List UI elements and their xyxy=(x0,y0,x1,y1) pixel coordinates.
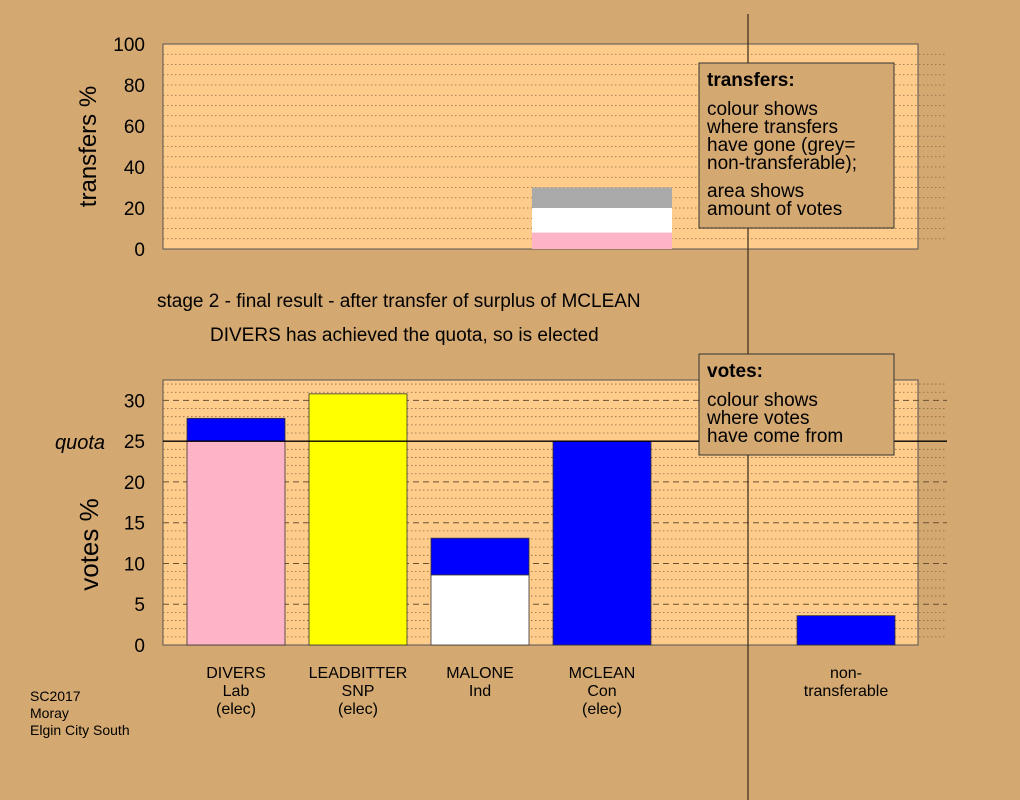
votes-y-axis-label: votes % xyxy=(74,498,104,591)
votes-bars xyxy=(186,393,896,646)
transfers-y-axis-label: transfers % xyxy=(75,86,102,207)
votes-y-tick-label: 0 xyxy=(134,636,145,657)
legend-title: votes: xyxy=(707,361,763,382)
transfer-segment xyxy=(532,232,672,249)
quota-label: quota xyxy=(55,432,105,454)
candidate-label: MALONE xyxy=(446,665,514,682)
stage-headline: stage 2 - final result - after transfer … xyxy=(157,291,641,312)
votes-y-axis: 0 5 10 15 20 25 30 xyxy=(124,391,145,657)
vote-bar-segment xyxy=(186,417,286,442)
vote-bar-segment xyxy=(308,393,408,646)
transfer-segment xyxy=(532,187,672,208)
transfers-y-tick-label: 80 xyxy=(124,76,145,97)
candidate-label: transferable xyxy=(804,683,889,700)
transfers-y-tick-label: 100 xyxy=(113,35,145,56)
legend-title: transfers: xyxy=(707,70,795,91)
candidate-label: (elec) xyxy=(216,701,256,718)
legend-box xyxy=(698,353,895,456)
transfers-y-axis: 0 20 40 60 80 100 xyxy=(113,35,145,261)
legend-box xyxy=(698,62,895,229)
candidate-label: DIVERS xyxy=(206,665,266,682)
votes-y-tick-label: 25 xyxy=(124,432,145,453)
transfers-y-tick-label: 0 xyxy=(134,240,145,261)
transfers-bars xyxy=(532,187,672,249)
votes-y-tick-label: 20 xyxy=(124,473,145,494)
candidate-label: Ind xyxy=(469,683,491,700)
footer-line: Elgin City South xyxy=(30,722,130,738)
footer-line: SC2017 xyxy=(30,688,81,704)
candidate-label: non- xyxy=(830,665,862,682)
votes-y-tick-label: 30 xyxy=(124,391,145,412)
votes-y-tick-label: 10 xyxy=(124,554,145,575)
vote-bar-segment xyxy=(552,440,652,646)
candidate-label: Lab xyxy=(223,683,250,700)
legend-line: where transfers xyxy=(706,117,838,138)
legend-line: amount of votes xyxy=(707,199,842,220)
transfers-y-tick-label: 40 xyxy=(124,158,145,179)
vote-bar-segment xyxy=(796,615,896,646)
transfers-y-tick-label: 60 xyxy=(124,117,145,138)
votes-y-tick-label: 15 xyxy=(124,514,145,535)
legend-line: colour shows xyxy=(707,99,818,120)
candidate-label: LEADBITTER xyxy=(309,665,408,682)
candidate-label: SNP xyxy=(342,683,375,700)
vote-bar-segment xyxy=(186,440,286,646)
candidate-labels: DIVERSLab(elec)LEADBITTERSNP(elec)MALONE… xyxy=(206,665,888,718)
legend-line: non-transferable); xyxy=(707,153,857,174)
legend-line: where votes xyxy=(706,408,809,429)
vote-bar-segment xyxy=(430,537,530,576)
footer-line: Moray xyxy=(30,705,69,721)
candidate-label: (elec) xyxy=(338,701,378,718)
votes-y-tick-label: 5 xyxy=(134,595,145,616)
transfers-y-tick-label: 20 xyxy=(124,199,145,220)
legend-line: colour shows xyxy=(707,390,818,411)
legend-line: area shows xyxy=(707,181,804,202)
transfer-segment xyxy=(532,208,672,233)
stage-subheadline: DIVERS has achieved the quota, so is ele… xyxy=(210,325,599,346)
legend-line: have gone (grey= xyxy=(707,135,855,156)
candidate-label: Con xyxy=(587,683,616,700)
vote-bar-segment xyxy=(430,574,530,646)
legend-line: have come from xyxy=(707,426,843,447)
candidate-label: (elec) xyxy=(582,701,622,718)
candidate-label: MCLEAN xyxy=(569,665,636,682)
